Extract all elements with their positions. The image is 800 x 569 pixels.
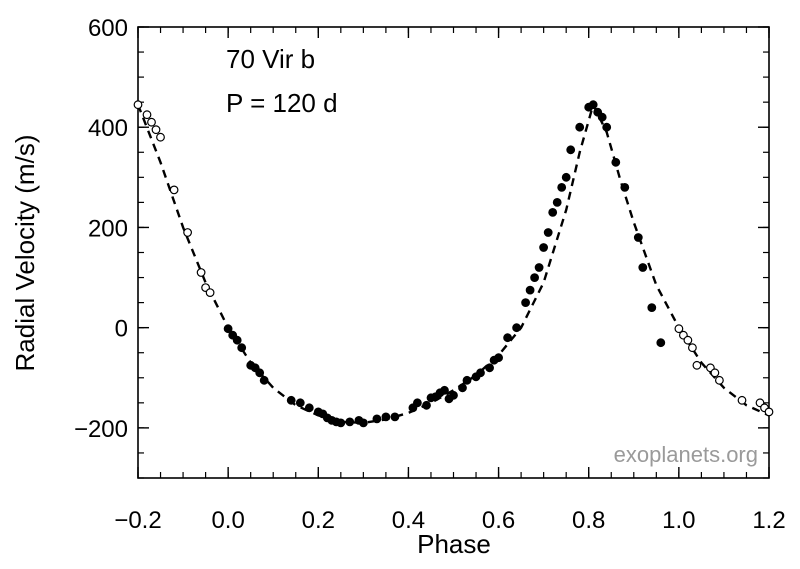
planet-name-annotation: 70 Vir b [226, 44, 315, 74]
data-point-filled [336, 418, 346, 428]
data-point-filled [633, 233, 643, 242]
x-axis-label: Phase [417, 529, 491, 559]
data-point-filled [381, 412, 391, 422]
data-point-open [196, 268, 206, 277]
data-point-filled [345, 417, 355, 427]
axis-ticks [137, 26, 770, 479]
data-point-filled [530, 273, 539, 283]
data-point-filled [566, 145, 576, 155]
data-point-filled [255, 368, 265, 378]
x-tick-label: 1.2 [752, 507, 785, 534]
data-point-filled [449, 390, 458, 400]
data-point-filled [440, 385, 449, 395]
x-tick-label: 0.0 [211, 507, 244, 534]
data-point-open [169, 185, 179, 195]
x-tick-label: 0.4 [392, 507, 425, 534]
data-point-filled [462, 375, 472, 385]
data-point-open [692, 360, 702, 370]
x-tick-label: 0.6 [482, 507, 515, 534]
y-tick-label: 600 [88, 15, 128, 42]
data-point-open [764, 407, 774, 417]
y-tick-label: −200 [74, 416, 128, 443]
data-point-open [156, 132, 165, 142]
data-point-filled [372, 414, 382, 424]
data-point-filled [503, 333, 513, 343]
data-point-open [142, 110, 152, 120]
data-point-open [683, 335, 693, 345]
data-point-open [151, 125, 161, 135]
data-point-filled [620, 182, 630, 192]
data-point-filled [552, 197, 562, 207]
data-point-open [710, 368, 720, 378]
watermark: exoplanets.org [614, 442, 758, 467]
y-tick-label: 200 [88, 215, 128, 242]
data-point-filled [237, 343, 247, 353]
data-point-filled [539, 243, 548, 252]
data-point-open [737, 395, 747, 405]
data-point-filled [575, 122, 585, 132]
data-point-filled [638, 263, 648, 272]
data-point-filled [485, 363, 495, 373]
data-point-filled [286, 395, 296, 405]
y-tick-label: 400 [88, 115, 128, 142]
data-point-filled [534, 263, 544, 272]
tick-labels: −0.2 0.0 0.2 0.4 0.6 0.8 1.0 1.2 −200 0 200 400 600 [74, 15, 786, 534]
data-point-open [688, 343, 697, 353]
orbit-fit-curve [136, 101, 770, 425]
data-point-open [715, 375, 724, 385]
data-point-filled [359, 418, 368, 428]
x-tick-label: 0.2 [302, 507, 335, 534]
period-annotation: P = 120 d [226, 88, 338, 118]
data-point-filled [232, 335, 242, 345]
data-point-filled [602, 122, 612, 132]
x-tick-label: 1.0 [662, 507, 695, 534]
data-point-filled [548, 207, 558, 217]
data-point-filled [223, 324, 233, 334]
data-point-filled [611, 157, 621, 167]
x-tick-label: 0.8 [572, 507, 605, 534]
data-point-open [147, 117, 156, 127]
data-point-filled [557, 182, 567, 192]
data-point-filled [476, 368, 485, 378]
data-point-filled [561, 172, 571, 182]
data-point-open [133, 100, 143, 110]
data-point-filled [259, 375, 269, 385]
data-point-open [205, 288, 215, 298]
data-point-filled [295, 398, 305, 408]
data-point-open [183, 228, 193, 237]
data-point-filled [597, 112, 607, 122]
data-point-filled [390, 412, 400, 422]
data-point-filled [494, 353, 504, 363]
data-point-filled [656, 338, 666, 348]
x-tick-label: −0.2 [114, 507, 161, 534]
data-point-filled [422, 400, 431, 410]
data-points [133, 100, 774, 428]
data-point-filled [543, 228, 553, 237]
y-tick-label: 0 [115, 316, 128, 343]
data-point-filled [304, 403, 314, 413]
data-point-filled [521, 298, 530, 308]
data-point-filled [525, 285, 535, 295]
data-point-filled [588, 100, 598, 110]
data-point-filled [512, 323, 521, 333]
data-point-filled [458, 383, 467, 393]
data-point-open [674, 324, 684, 334]
data-point-filled [413, 398, 422, 408]
data-point-filled [647, 303, 657, 313]
y-axis-label: Radial Velocity (m/s) [10, 135, 40, 372]
